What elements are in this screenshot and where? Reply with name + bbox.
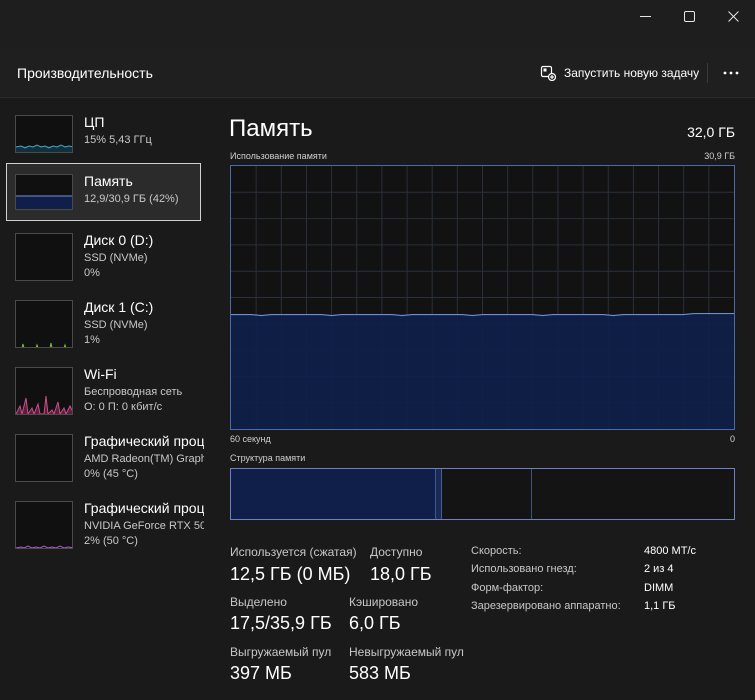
run-new-task-button[interactable]: Запустить новую задачу: [540, 61, 699, 85]
more-horizontal-icon: [723, 71, 739, 75]
memory-thumbnail-graph: [15, 174, 73, 210]
available-value: 18,0 ГБ: [370, 564, 432, 584]
sidebar-item-gpu-1[interactable]: Графический процессор 1 NVIDIA GeForce R…: [6, 497, 204, 555]
performance-sidebar: ЦП 15% 5,43 ГГц Память 12,9/30,9 ГБ (42%…: [0, 99, 210, 700]
committed-label: Выделено: [230, 595, 287, 609]
hardware-reserved-value: 1,1 ГБ: [644, 600, 676, 612]
sidebar-item-detail: 12,9/30,9 ГБ (42%): [84, 193, 179, 205]
sidebar-item-disk-1[interactable]: Диск 1 (C:) SSD (NVMe) 1%: [6, 296, 201, 354]
sidebar-item-detail: SSD (NVMe): [84, 319, 148, 331]
slots-label: Использовано гнезд:: [471, 563, 577, 575]
sidebar-item-gpu-0[interactable]: Графический процессор 0 AMD Radeon(TM) G…: [6, 430, 204, 488]
sidebar-item-label: Wi-Fi: [84, 366, 117, 382]
committed-value: 17,5/35,9 ГБ: [230, 613, 332, 633]
maximize-icon: [683, 10, 695, 22]
memory-usage-chart: [231, 166, 734, 429]
time-axis-start: 60 секунд: [230, 434, 271, 444]
gpu-0-thumbnail-graph: [15, 434, 73, 482]
memory-structure-bar: [230, 468, 735, 520]
header-divider: [707, 63, 708, 83]
new-task-icon: [540, 65, 556, 81]
slots-value: 2 из 4: [644, 563, 674, 575]
nonpaged-pool-label: Невыгружаемый пул: [349, 645, 464, 659]
minimize-icon: [639, 15, 651, 17]
title-bar: [0, 0, 755, 48]
sidebar-item-label: Память: [84, 173, 133, 189]
sidebar-item-detail: AMD Radeon(TM) Graphics: [84, 453, 204, 465]
sidebar-item-label: Графический процессор 1: [84, 500, 204, 516]
in-use-label: Используется (сжатая): [230, 545, 357, 559]
sidebar-item-wifi[interactable]: Wi-Fi Беспроводная сеть О: 0 П: 0 кбит/с: [6, 363, 201, 421]
sidebar-item-label: Графический процессор 0: [84, 433, 204, 449]
paged-pool-label: Выгружаемый пул: [230, 645, 332, 659]
more-options-button[interactable]: [716, 61, 746, 85]
memory-panel: Память 32,0 ГБ Использование памяти 30,9…: [210, 99, 755, 700]
wifi-thumbnail-graph: [15, 367, 73, 415]
gpu-1-thumbnail-graph: [15, 501, 73, 549]
form-factor-label: Форм-фактор:: [471, 582, 544, 594]
speed-label: Скорость:: [471, 545, 522, 557]
time-axis-end: 0: [729, 434, 735, 444]
close-button[interactable]: [711, 0, 755, 32]
cached-value: 6,0 ГБ: [349, 613, 401, 633]
in-use-value: 12,5 ГБ (0 МБ): [230, 564, 351, 584]
minimize-button[interactable]: [623, 0, 667, 32]
sidebar-item-detail: 15% 5,43 ГГц: [84, 134, 152, 146]
close-icon: [727, 10, 739, 22]
sidebar-item-disk-0[interactable]: Диск 0 (D:) SSD (NVMe) 0%: [6, 229, 201, 287]
memory-usage-line: [231, 312, 734, 317]
sidebar-item-detail: Беспроводная сеть: [84, 386, 183, 398]
sidebar-item-label: Диск 0 (D:): [84, 232, 154, 248]
sidebar-item-usage: О: 0 П: 0 кбит/с: [84, 401, 163, 413]
maximize-button[interactable]: [667, 0, 711, 32]
structure-free: [532, 469, 734, 519]
sidebar-item-memory[interactable]: Память 12,9/30,9 ГБ (42%): [6, 163, 201, 221]
sidebar-item-usage: 0% (45 °C): [84, 468, 138, 480]
page-header: Производительность Запустить новую задач…: [0, 48, 755, 98]
total-memory: 32,0 ГБ: [687, 124, 735, 140]
sidebar-item-detail: SSD (NVMe): [84, 252, 148, 264]
hardware-reserved-label: Зарезервировано аппаратно:: [471, 600, 621, 612]
structure-modified: [436, 469, 442, 519]
available-label: Доступно: [370, 545, 423, 559]
sidebar-item-detail: NVIDIA GeForce RTX 5070: [84, 520, 204, 532]
memory-structure-label: Структура памяти: [230, 453, 306, 463]
run-new-task-label: Запустить новую задачу: [564, 66, 700, 80]
sidebar-item-label: Диск 1 (C:): [84, 299, 154, 315]
sidebar-item-label: ЦП: [84, 114, 105, 130]
page-title: Производительность: [17, 65, 153, 81]
memory-usage-area: [231, 314, 734, 429]
sidebar-item-cpu[interactable]: ЦП 15% 5,43 ГГц: [6, 111, 201, 169]
structure-standby: [442, 469, 532, 519]
memory-usage-label: Использование памяти: [230, 151, 327, 161]
memory-usage-max: 30,9 ГБ: [704, 151, 735, 161]
sidebar-item-usage: 0%: [84, 267, 100, 279]
speed-value: 4800 МТ/с: [644, 545, 696, 557]
panel-title: Память: [229, 115, 313, 142]
nonpaged-pool-value: 583 МБ: [349, 663, 411, 683]
paged-pool-value: 397 МБ: [230, 663, 292, 683]
sidebar-item-usage: 1%: [84, 334, 100, 346]
disk-0-thumbnail-graph: [15, 233, 73, 281]
cached-label: Кэшировано: [349, 595, 419, 609]
form-factor-value: DIMM: [644, 582, 674, 594]
memory-usage-graph: [230, 165, 735, 430]
structure-in-use: [231, 469, 436, 519]
sidebar-item-usage: 2% (50 °C): [84, 535, 138, 547]
disk-1-thumbnail-graph: [15, 300, 73, 348]
cpu-thumbnail-graph: [15, 115, 73, 153]
